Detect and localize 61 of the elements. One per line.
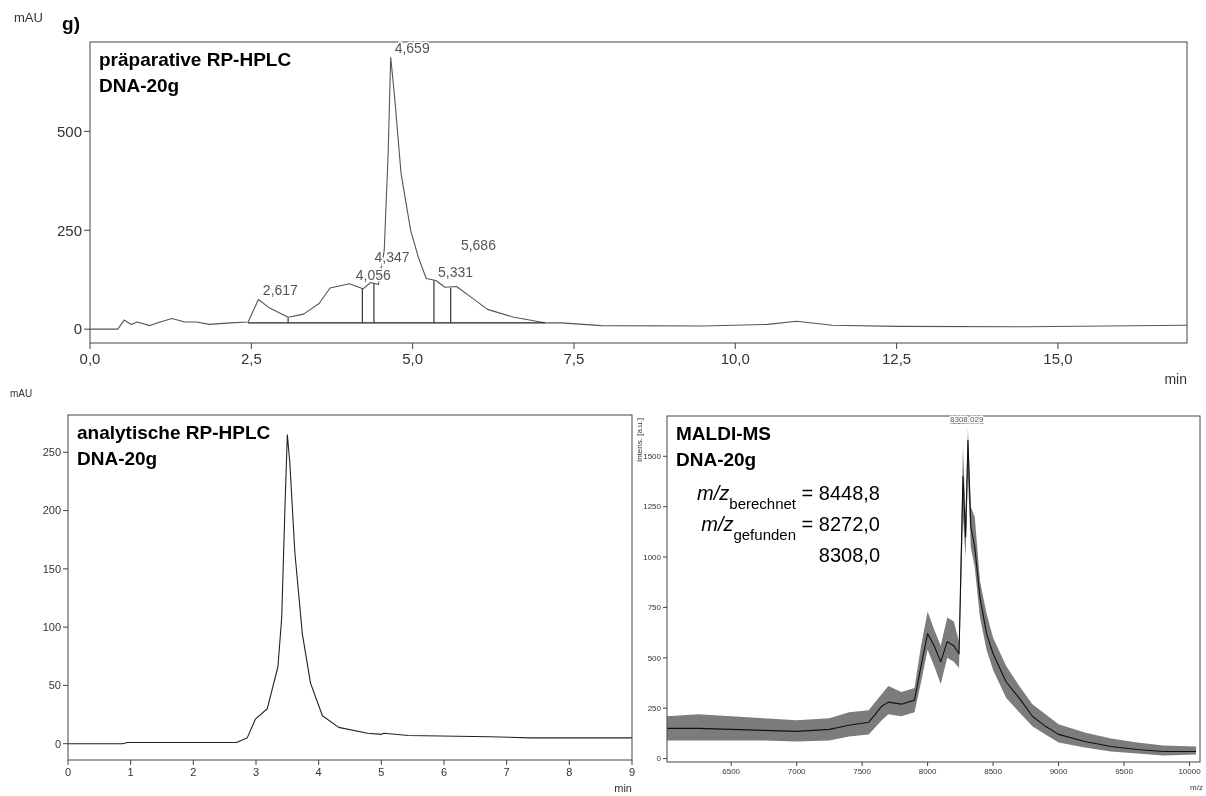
y-tick-label: 500 (647, 653, 662, 663)
y-tick-label: 750 (647, 603, 662, 613)
annotation: 4,659 (394, 40, 430, 57)
x-tick-label: 10000 (1178, 767, 1202, 776)
y-tick-label: 0 (54, 737, 61, 750)
y-axis-title: Intens. [a.u.] (635, 418, 644, 463)
x-tick-label: 7,5 (563, 350, 585, 367)
annotation: m/z$_{gefunden}$ = 8272,0 (701, 513, 880, 543)
y-tick-label: 0 (656, 754, 662, 764)
text: DNA-20g (676, 449, 757, 470)
y-tick-label: 0 (73, 320, 82, 338)
annotation: m/z$_{berechnet}$ = 8448,8 (697, 482, 880, 512)
x-tick-label: 4 (315, 766, 322, 778)
chart-title: MALDI-MS (676, 423, 771, 444)
y-tick-label: 100 (42, 620, 61, 633)
x-tick-label: 7000 (787, 767, 807, 776)
annotation: 2,617 (262, 282, 299, 299)
y-tick-label: 1500 (643, 452, 662, 462)
x-tick-label: 2 (190, 766, 197, 778)
y-tick-label: 50 (48, 679, 61, 692)
annotation: 8308,0 (818, 544, 880, 566)
x-tick-label: 3 (252, 766, 260, 778)
x-tick-label: 9000 (1049, 767, 1069, 776)
y-tick-label: 500 (56, 122, 82, 140)
x-tick-label: 6500 (722, 767, 741, 776)
y-axis-title: mAU (10, 388, 33, 399)
chart-title: analytische RP-HPLC (77, 422, 271, 443)
x-tick-label: 12,5 (882, 350, 912, 367)
x-tick-label: 7 (503, 766, 510, 778)
x-tick-label: 10,0 (720, 350, 750, 367)
text: DNA-20g (77, 448, 158, 469)
x-tick-label: 0,0 (79, 350, 101, 367)
x-tick-label: 15,0 (1043, 350, 1073, 367)
y-tick-label: 250 (647, 704, 662, 713)
y-tick-label: 250 (56, 221, 82, 239)
annotation: 8308.029 (950, 415, 984, 425)
x-axis-title: m/z (1190, 783, 1203, 792)
y-tick-label: 250 (42, 446, 61, 459)
x-tick-label: 8000 (918, 767, 938, 776)
x-tick-label: 5,0 (402, 350, 424, 367)
x-axis-title: min (614, 782, 632, 794)
x-tick-label: 6 (440, 766, 448, 778)
text: DNA-20g (99, 75, 180, 96)
text: g) (62, 13, 80, 34)
x-tick-label: 7500 (853, 767, 872, 776)
x-tick-label: 8500 (984, 767, 1003, 776)
x-tick-label: 2,5 (240, 350, 262, 367)
x-tick-label: 9 (628, 766, 636, 778)
x-tick-label: 5 (378, 766, 385, 778)
y-tick-label: 200 (42, 504, 61, 517)
x-axis-title: min (1164, 371, 1187, 387)
y-axis-title: mAU (14, 10, 43, 25)
x-tick-label: 9500 (1115, 767, 1134, 776)
annotation: 5,686 (460, 237, 497, 254)
y-tick-label: 150 (42, 562, 61, 575)
x-tick-label: 1 (127, 766, 134, 778)
annotation: 5,331 (438, 263, 474, 280)
y-tick-label: 1250 (643, 502, 662, 512)
chart-title: präparative RP-HPLC (99, 49, 292, 70)
x-tick-label: 8 (566, 766, 573, 778)
y-tick-label: 1000 (643, 552, 662, 562)
